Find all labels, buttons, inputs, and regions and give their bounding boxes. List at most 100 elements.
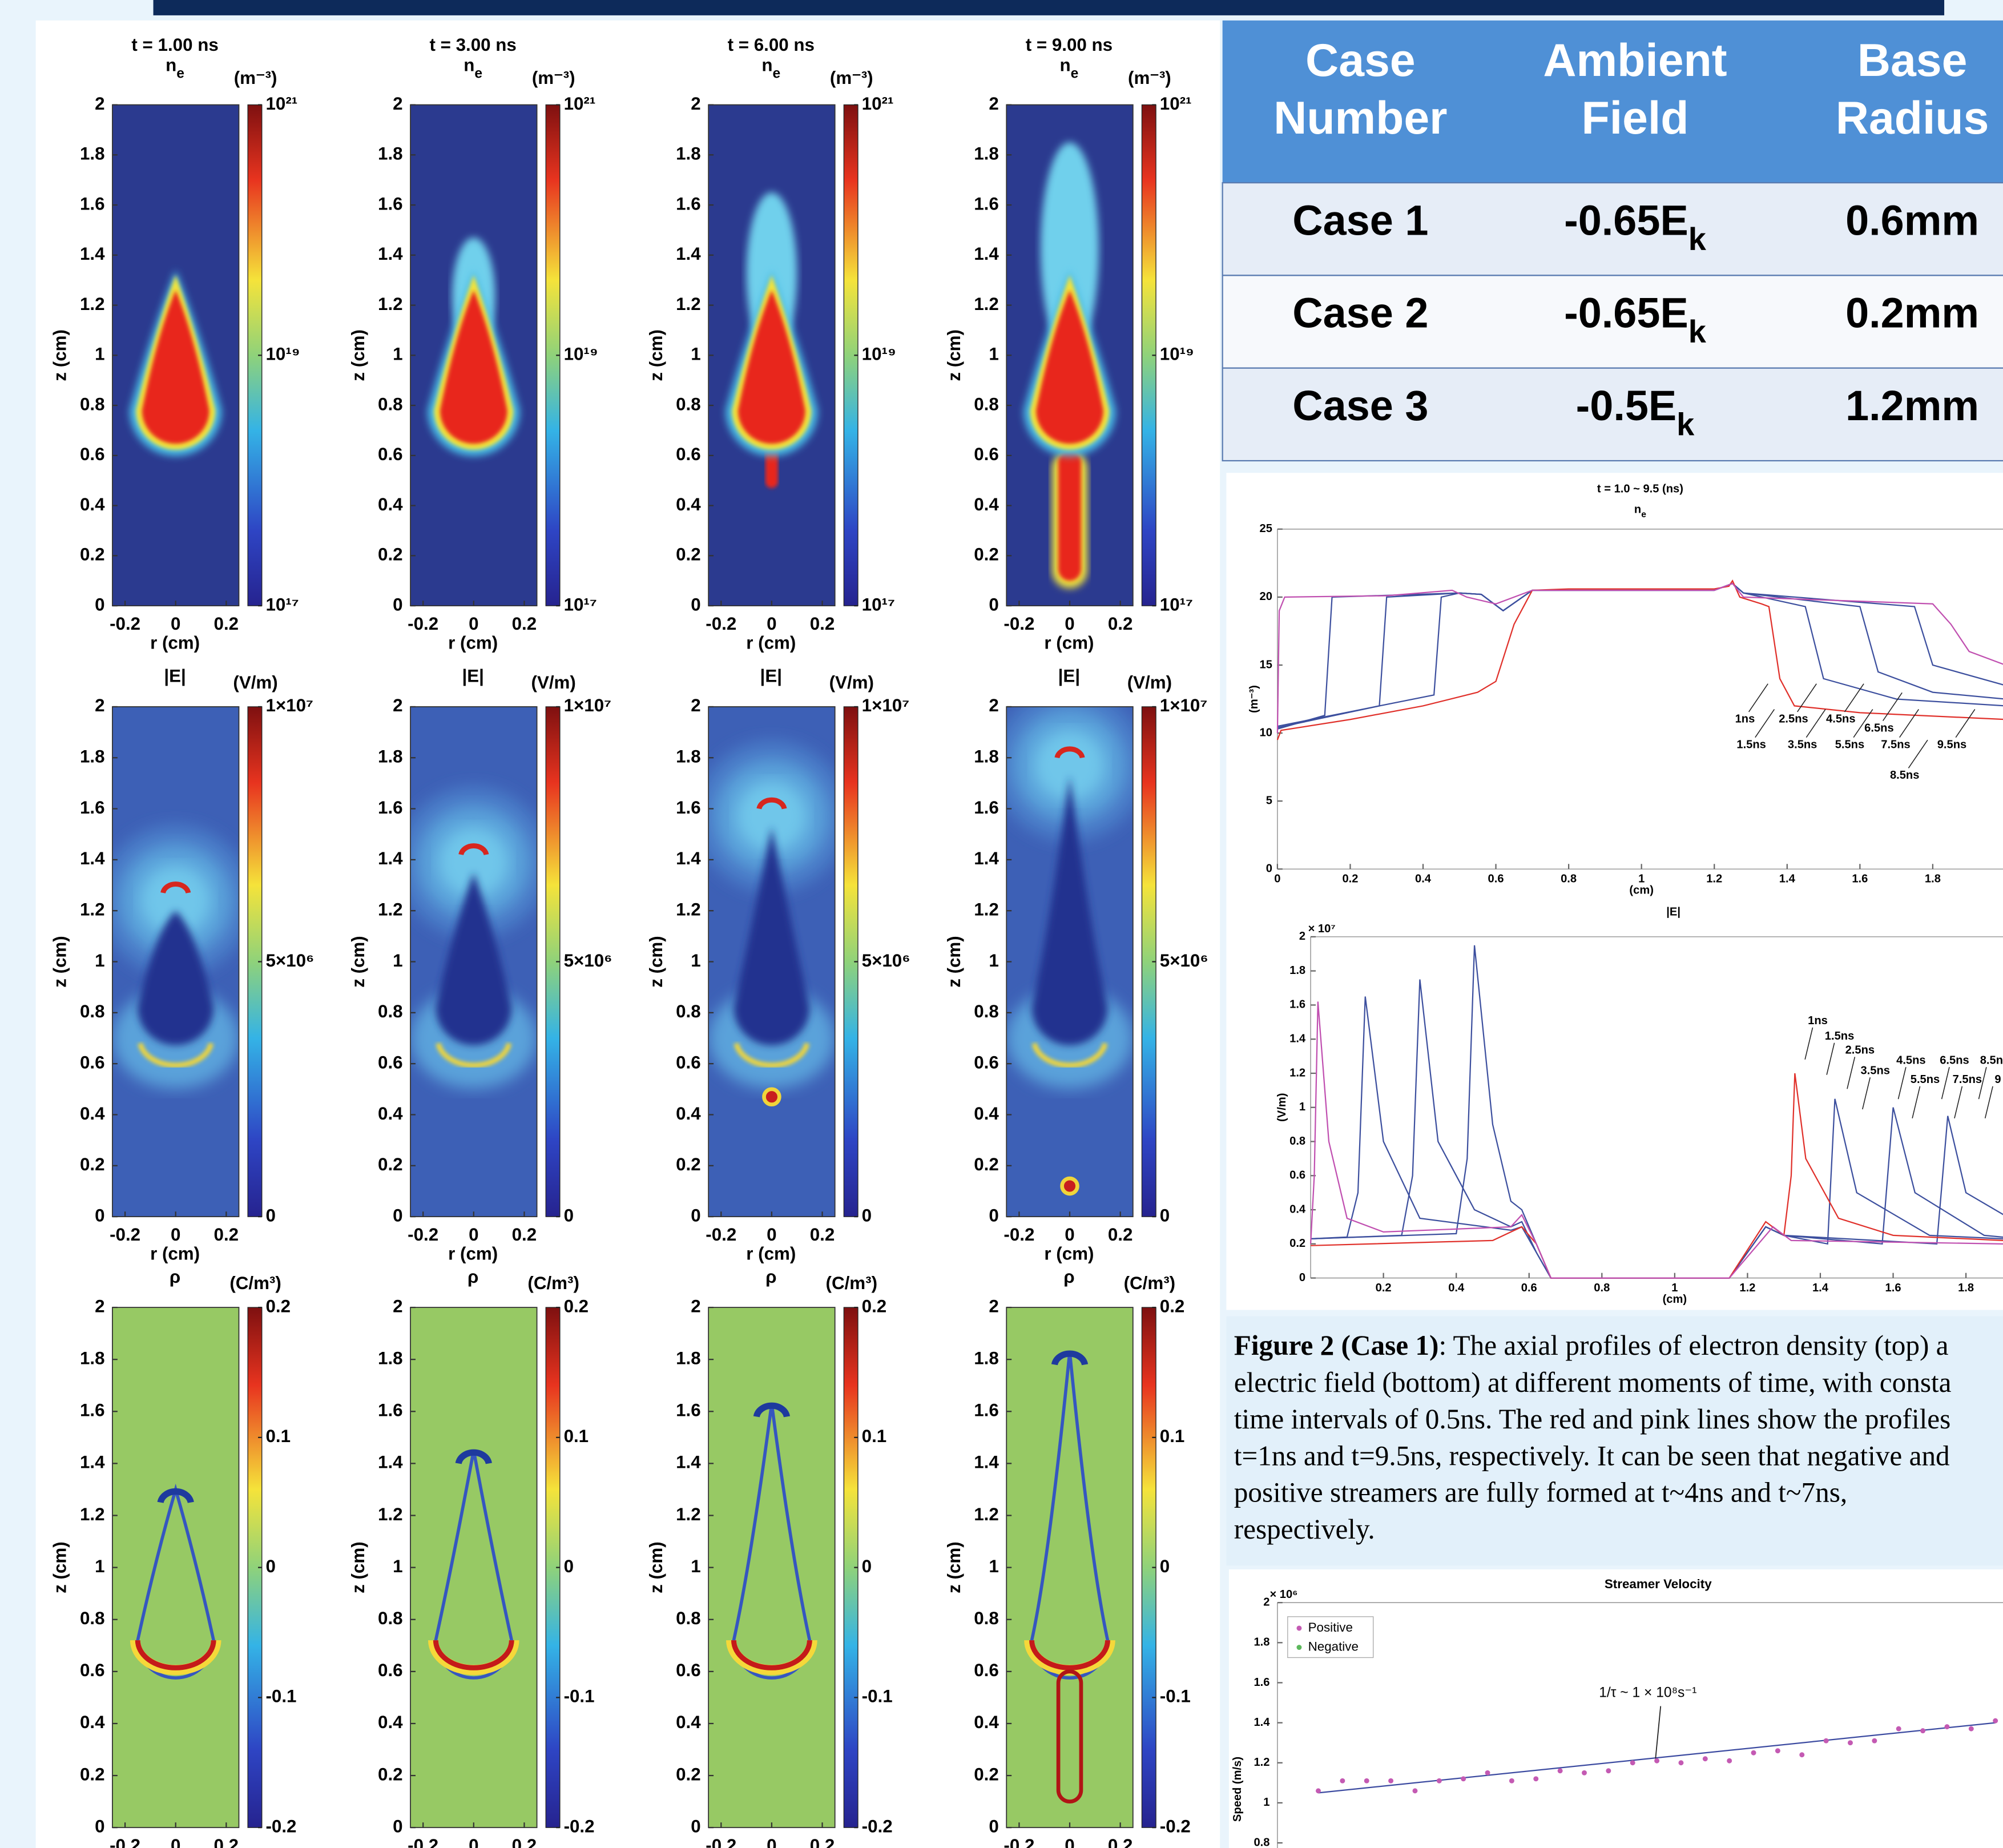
x-tick-label: 0.4 [1448, 1282, 1465, 1294]
x-tick-label: 1.6 [1852, 872, 1868, 885]
velocity-point [1799, 1752, 1804, 1757]
y-tick-label: 0 [393, 1205, 402, 1225]
y-tick-label: 0.6 [80, 1660, 105, 1680]
y-tick-label: 0.2 [676, 545, 701, 565]
x-tick-label: -0.2 [408, 1225, 438, 1245]
y-axis-label: z (cm) [348, 329, 368, 381]
x-tick-label: 0.2 [1376, 1282, 1392, 1294]
y-tick-label: 0 [989, 594, 998, 614]
y-tick-label: 1 [1263, 1796, 1269, 1809]
y-axis-label: (m⁻³) [1248, 685, 1260, 713]
colorbar-label: 0.1 [1160, 1426, 1185, 1446]
x-tick-label: 0.2 [1342, 872, 1358, 885]
y-tick-label: 0.6 [80, 444, 105, 464]
colorbar-label: 1×10⁷ [265, 695, 313, 715]
y-tick-label: 1.4 [974, 1452, 999, 1472]
velocity-point [1485, 1770, 1490, 1775]
colorbar-label: 0 [1160, 1205, 1170, 1225]
y-tick-label: 1.6 [378, 798, 403, 818]
y-tick-label: 1.6 [80, 1400, 105, 1420]
row-unit: (C/m³) [826, 1273, 877, 1293]
row-unit: (m⁻³) [830, 68, 873, 88]
y-tick-label: 1 [95, 1556, 104, 1576]
x-tick-label: -0.2 [110, 614, 140, 634]
velocity-point [1654, 1758, 1659, 1764]
field-panel [398, 707, 550, 1217]
x-axis-label: (cm) [1663, 1293, 1687, 1306]
subscript: e [773, 66, 781, 81]
y-tick-label: 1 [1299, 1101, 1305, 1113]
y-tick-label: 1 [393, 344, 402, 364]
x-tick-label: 0.2 [810, 1225, 835, 1245]
y-tick-label: 0 [393, 594, 402, 614]
y-tick-label: 0 [1266, 863, 1272, 875]
panel-bg [708, 1307, 835, 1827]
annotation: 1.5ns [1825, 1030, 1854, 1042]
velocity-point [1437, 1778, 1442, 1783]
y-tick-label: 0 [989, 1205, 998, 1225]
velocity-point [1896, 1726, 1901, 1732]
x-tick-label: 0 [469, 1225, 478, 1245]
y-tick-label: 0.4 [80, 1104, 105, 1124]
y-tick-label: 2 [1263, 1596, 1269, 1609]
y-tick-label: 1.2 [80, 1504, 105, 1524]
y-tick-label: 1.4 [80, 848, 105, 868]
table-header-cell: Number [1273, 92, 1447, 144]
x-tick-label: 1.2 [1706, 872, 1722, 885]
velocity-point [1582, 1770, 1587, 1775]
field-panel [994, 690, 1146, 1217]
y-axis-label: z (cm) [944, 329, 964, 381]
x-tick-label: 1.4 [1779, 872, 1796, 885]
velocity-point [1558, 1768, 1563, 1773]
velocity-area [1229, 1569, 2003, 1848]
y-tick-label: 0.6 [676, 1660, 701, 1680]
y-tick-label: 0.4 [80, 1712, 105, 1732]
velocity-point [1969, 1726, 1974, 1732]
colorbar-label: -0.1 [1160, 1686, 1191, 1706]
annotation: 1/τ ~ 1 × 10⁸s⁻¹ [1599, 1685, 1696, 1701]
x-tick-label: 1.4 [1812, 1282, 1829, 1294]
x-tick-label: -0.2 [706, 614, 736, 634]
table-header-cell: Case [1305, 35, 1416, 86]
velocity-point [1606, 1768, 1611, 1773]
x-tick-label: 1 [1671, 1282, 1678, 1294]
y-tick-label: 1.4 [974, 244, 999, 264]
y-tick-label: 0.8 [1289, 1135, 1305, 1148]
panel-time: t = 3.00 ns [430, 35, 517, 55]
y-tick-label: 1.2 [378, 1504, 403, 1524]
x-tick-label: -0.2 [1003, 1225, 1034, 1245]
field-panel [696, 707, 848, 1217]
colorbar-label: 0 [862, 1556, 872, 1576]
neg-tip [1062, 1178, 1078, 1194]
table-cell: 1.2mm [1845, 382, 1979, 429]
y-tick-label: 1 [989, 951, 998, 971]
y-tick-label: 0.8 [378, 394, 403, 414]
colorbar-label: -0.1 [564, 1686, 595, 1706]
chart-title: |E| [1666, 906, 1680, 919]
y-tick-label: 1.2 [378, 899, 403, 919]
caption-bold: Figure 2 (Case 1) [1234, 1330, 1439, 1361]
legend-marker [1296, 1645, 1301, 1650]
colorbar-label: 0 [1160, 1556, 1170, 1576]
subscript: k [1688, 221, 1707, 257]
field-panel [708, 105, 835, 606]
y-tick-label: 0.4 [676, 1712, 701, 1732]
y-tick-label: 1.8 [974, 747, 999, 767]
panel-bg [410, 1307, 537, 1827]
y-axis-label: z (cm) [944, 1541, 964, 1593]
velocity-point [1630, 1760, 1635, 1765]
row-unit: (C/m³) [527, 1273, 579, 1293]
row-unit: (C/m³) [229, 1273, 281, 1293]
annotation: 4.5ns [1896, 1054, 1925, 1066]
y-tick-label: 1.8 [378, 144, 403, 164]
x-tick-label: 0.2 [810, 1835, 835, 1848]
x-tick-label: 0.8 [1594, 1282, 1610, 1294]
y-tick-label: 0.6 [974, 444, 999, 464]
y-tick-label: 1.6 [80, 194, 105, 214]
row-label: |E| [462, 666, 483, 686]
x-tick-label: 1.6 [1885, 1282, 1901, 1294]
y-tick-label: 1.2 [80, 294, 105, 314]
table-header-cell: Radius [1836, 92, 1989, 144]
y-tick-label: 0 [95, 1816, 104, 1836]
colorbar-label: 1×10⁷ [564, 695, 611, 715]
